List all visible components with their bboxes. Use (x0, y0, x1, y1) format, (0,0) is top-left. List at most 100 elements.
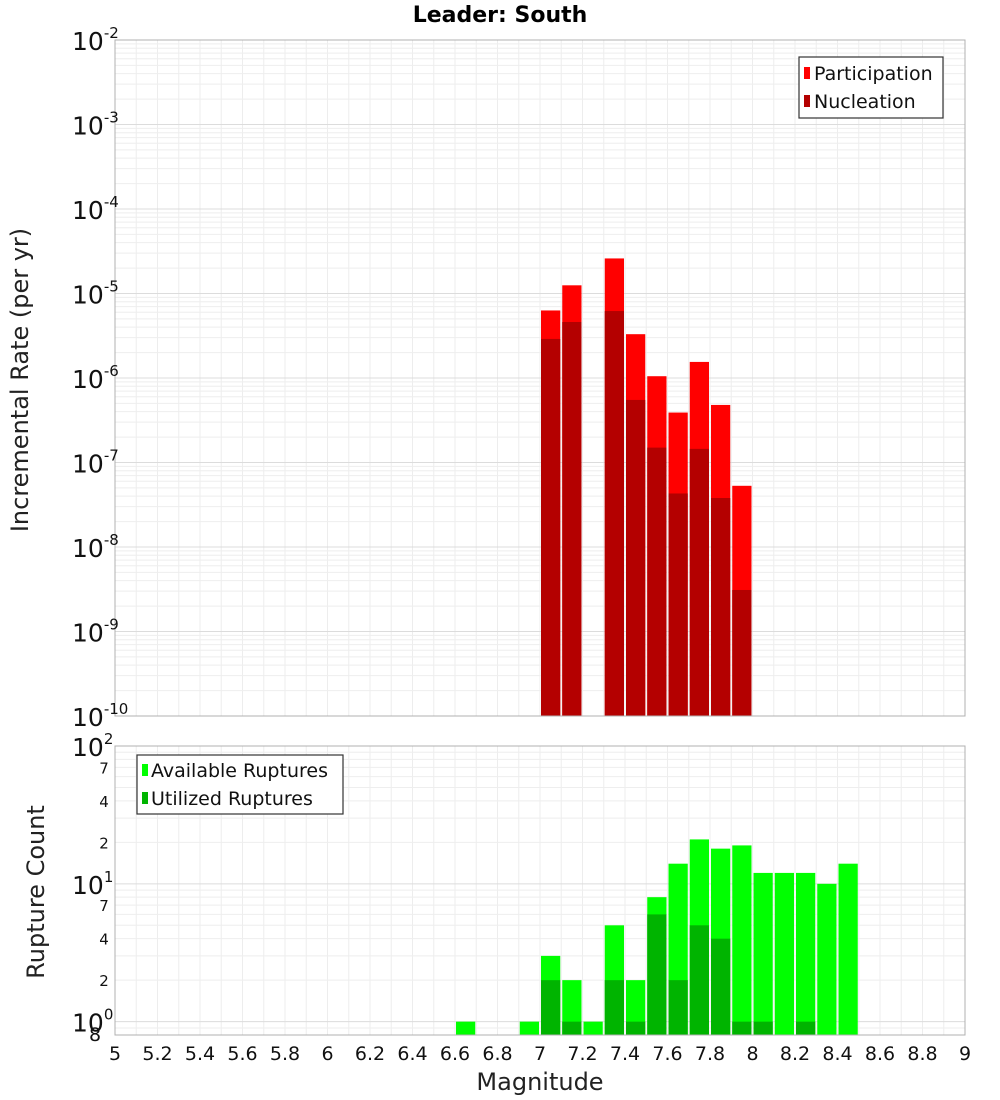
x-tick-label-5: 6 (321, 1043, 333, 1065)
bottom-plot-area (114, 745, 966, 1036)
top-y-tick-exponent-8: -2 (104, 24, 119, 42)
legend-participation-swatch (804, 67, 810, 79)
legend-nucleation-label: Nucleation (814, 91, 916, 113)
x-tick-label-0: 5 (109, 1043, 121, 1065)
x-tick-label-15: 8 (746, 1043, 758, 1065)
top-plot-area (114, 39, 966, 717)
top-legend-box (798, 56, 944, 119)
bottom-utilized-ruptures-bar-0 (541, 980, 561, 1035)
x-tick-label-11: 7.2 (567, 1043, 597, 1065)
bottom-plot-bars (456, 839, 858, 1035)
x-tick-label-17: 8.4 (822, 1043, 852, 1065)
x-axis-label: Magnitude (476, 1068, 603, 1096)
bottom-y-tick-label-9: 8 (89, 1024, 101, 1046)
top-y-tick-exponent-0: -10 (104, 700, 129, 718)
bottom-legend-box (136, 754, 344, 815)
x-tick-label-19: 8.8 (907, 1043, 937, 1065)
legend-utilized-label: Utilized Ruptures (151, 788, 313, 810)
top-y-tick-exponent-3: -7 (104, 447, 119, 465)
x-tick-label-1: 5.2 (142, 1043, 172, 1065)
top-y-tick-label-4: 10-6 (72, 362, 119, 394)
top-y-tick-exponent-4: -6 (104, 362, 119, 380)
bottom-utilized-ruptures-bar-10 (796, 1021, 816, 1035)
x-tick-label-14: 7.8 (695, 1043, 725, 1065)
top-y-tick-exponent-1: -9 (104, 616, 119, 634)
x-tick-label-20: 9 (959, 1043, 971, 1065)
x-tick-label-7: 6.4 (397, 1043, 427, 1065)
top-y-tick-label-5: 10-5 (72, 278, 119, 310)
top-y-tick-label-1: 10-9 (72, 616, 119, 648)
top-y-tick-label-8: 10-2 (72, 24, 119, 56)
x-tick-labels: 5 5.2 5.4 5.6 5.8 6 6.2 6.4 6.6 6.8 7 7.2 7.4 7.6 7.8 8… (109, 1043, 971, 1065)
bottom-utilized-ruptures-bar-1 (562, 1021, 582, 1035)
bottom-utilized-ruptures-bar-5 (668, 980, 688, 1035)
top-nucleation-bar-0 (541, 338, 561, 716)
chart-title: Leader: South (413, 3, 588, 28)
legend-nucleation-swatch (804, 95, 810, 107)
top-y-tick-label-2: 10-8 (72, 531, 119, 563)
bottom-utilized-ruptures-bar-6 (689, 925, 709, 1035)
top-nucleation-bar-2 (604, 311, 624, 716)
legend-available-swatch (142, 764, 148, 776)
bottom-y-tick-exponent-0: 0 (104, 1006, 114, 1024)
top-y-tick-exponent-7: -3 (104, 109, 119, 127)
x-tick-label-2: 5.4 (185, 1043, 215, 1065)
bottom-available-ruptures-bar-1 (519, 1021, 539, 1035)
top-nucleation-bar-8 (732, 589, 752, 716)
x-tick-label-12: 7.4 (610, 1043, 640, 1065)
bottom-available-ruptures-bar-14 (796, 872, 816, 1035)
top-nucleation-bar-7 (711, 498, 731, 716)
legend-utilized-swatch (142, 792, 148, 804)
bottom-y-tick-label-6: 4 (99, 793, 109, 811)
bottom-y-tick-label-3: 7 (99, 897, 109, 915)
bottom-available-ruptures-bar-3 (562, 980, 582, 1035)
top-y-tick-label-6: 10-4 (72, 193, 119, 225)
top-nucleation-bar-3 (626, 399, 646, 716)
bottom-y-axis-label: Rupture Count (22, 805, 50, 979)
x-tick-label-16: 8.2 (780, 1043, 810, 1065)
bottom-y-tick-exponent-4: 1 (104, 868, 114, 886)
bottom-utilized-ruptures-bar-2 (604, 980, 624, 1035)
top-y-tick-exponent-2: -8 (104, 531, 119, 549)
x-tick-label-3: 5.6 (227, 1043, 257, 1065)
top-y-axis-label: Incremental Rate (per yr) (6, 228, 34, 532)
top-y-tick-label-7: 10-3 (72, 109, 119, 141)
bottom-utilized-ruptures-bar-3 (626, 1021, 646, 1035)
legend-available-label: Available Ruptures (151, 760, 328, 782)
legend-participation-label: Participation (814, 63, 933, 85)
top-y-tick-label-3: 10-7 (72, 447, 119, 479)
bottom-y-tick-label-8: 102 (72, 730, 113, 762)
top-plot-gridlines (115, 39, 966, 717)
bottom-y-tick-label-4: 101 (72, 868, 113, 900)
x-tick-label-6: 6.2 (355, 1043, 385, 1065)
top-nucleation-bar-5 (668, 493, 688, 716)
top-nucleation-bar-6 (689, 448, 709, 716)
bottom-available-ruptures-bar-12 (753, 872, 773, 1035)
x-tick-label-13: 7.6 (652, 1043, 682, 1065)
bottom-utilized-ruptures-bar-4 (647, 914, 667, 1035)
bottom-y-tick-label-1: 2 (99, 972, 109, 990)
bottom-y-tick-label-2: 4 (99, 931, 109, 949)
bottom-available-ruptures-bar-4 (583, 1021, 603, 1035)
top-legend: Participation Nucleation (798, 56, 944, 119)
x-tick-label-10: 7 (534, 1043, 546, 1065)
top-plot-bars (541, 258, 752, 716)
bottom-available-ruptures-bar-6 (626, 980, 646, 1035)
top-nucleation-bar-1 (562, 321, 582, 716)
bottom-legend: Available Ruptures Utilized Ruptures (136, 754, 344, 815)
bottom-utilized-ruptures-bar-9 (753, 1021, 773, 1035)
top-y-tick-label-0: 10-10 (72, 700, 128, 732)
x-tick-label-18: 8.6 (865, 1043, 895, 1065)
bottom-y-tick-label-7: 7 (99, 759, 109, 777)
bottom-utilized-ruptures-bar-8 (732, 1021, 752, 1035)
bottom-available-ruptures-bar-13 (774, 872, 794, 1035)
top-y-tick-exponent-6: -4 (104, 193, 119, 211)
bottom-y-tick-label-5: 2 (99, 834, 109, 852)
bottom-utilized-ruptures-bar-7 (711, 938, 731, 1035)
bottom-available-ruptures-bar-15 (817, 883, 837, 1035)
bottom-available-ruptures-bar-11 (732, 845, 752, 1035)
x-tick-label-9: 6.8 (482, 1043, 512, 1065)
top-nucleation-bar-4 (647, 447, 667, 716)
